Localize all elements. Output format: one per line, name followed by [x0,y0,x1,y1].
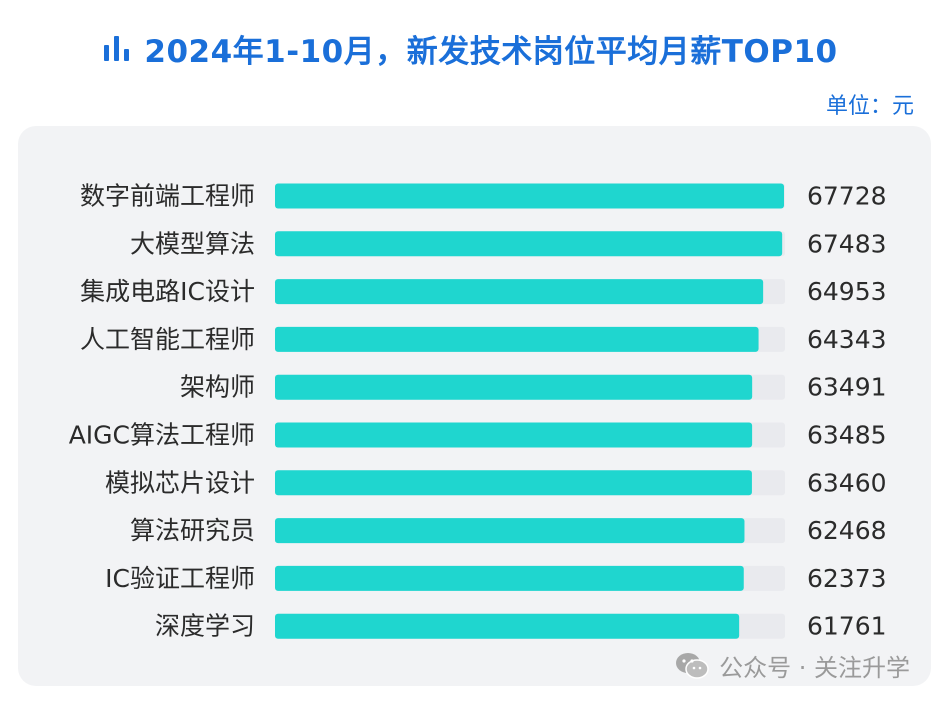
category-label: 集成电路IC设计 [80,277,255,306]
bar [275,326,759,352]
bar [275,231,783,257]
bar [275,279,764,305]
unit-label: 单位：元 [825,94,914,119]
value-label: 63491 [807,373,887,402]
category-label: 深度学习 [155,612,255,641]
category-label: 数字前端工程师 [80,182,255,211]
value-label: 63485 [807,421,887,450]
bar [275,422,753,448]
bar-chart: 数字前端工程师 67728 大模型算法 67483 集成电路IC设计 64953 人工智能工… [69,182,887,641]
category-label: 大模型算法 [130,229,255,258]
wechat-icon [676,652,709,679]
value-label: 64343 [807,325,887,354]
chart-panel: 数字前端工程师 67728 大模型算法 67483 集成电路IC设计 64953 人工智能工… [18,126,931,686]
bar [275,518,745,544]
watermark: 公众号 · 关注升学 [675,648,910,683]
value-label: 63460 [807,468,887,497]
bar [275,183,784,209]
category-label: 算法研究员 [130,516,255,545]
value-label: 64953 [807,277,887,306]
bar [275,565,744,591]
category-label: 人工智能工程师 [80,325,255,354]
bar [275,470,752,496]
bar [275,374,753,400]
category-label: AIGC算法工程师 [69,421,255,450]
value-label: 62468 [807,516,887,545]
watermark-text: 公众号 · 关注升学 [719,654,910,682]
category-label: 模拟芯片设计 [105,468,255,497]
category-label: 架构师 [180,373,255,402]
category-label: IC验证工程师 [105,564,255,593]
value-label: 67483 [807,229,887,258]
value-label: 61761 [807,612,887,641]
value-label: 62373 [807,564,887,593]
chart-title-row: 2024年1-10月，新发技术岗位平均月薪TOP10 [0,22,940,74]
bar [275,613,740,639]
chart-title: 2024年1-10月，新发技术岗位平均月薪TOP10 [144,33,838,70]
value-label: 67728 [807,182,887,211]
bar-chart-icon [104,36,130,61]
